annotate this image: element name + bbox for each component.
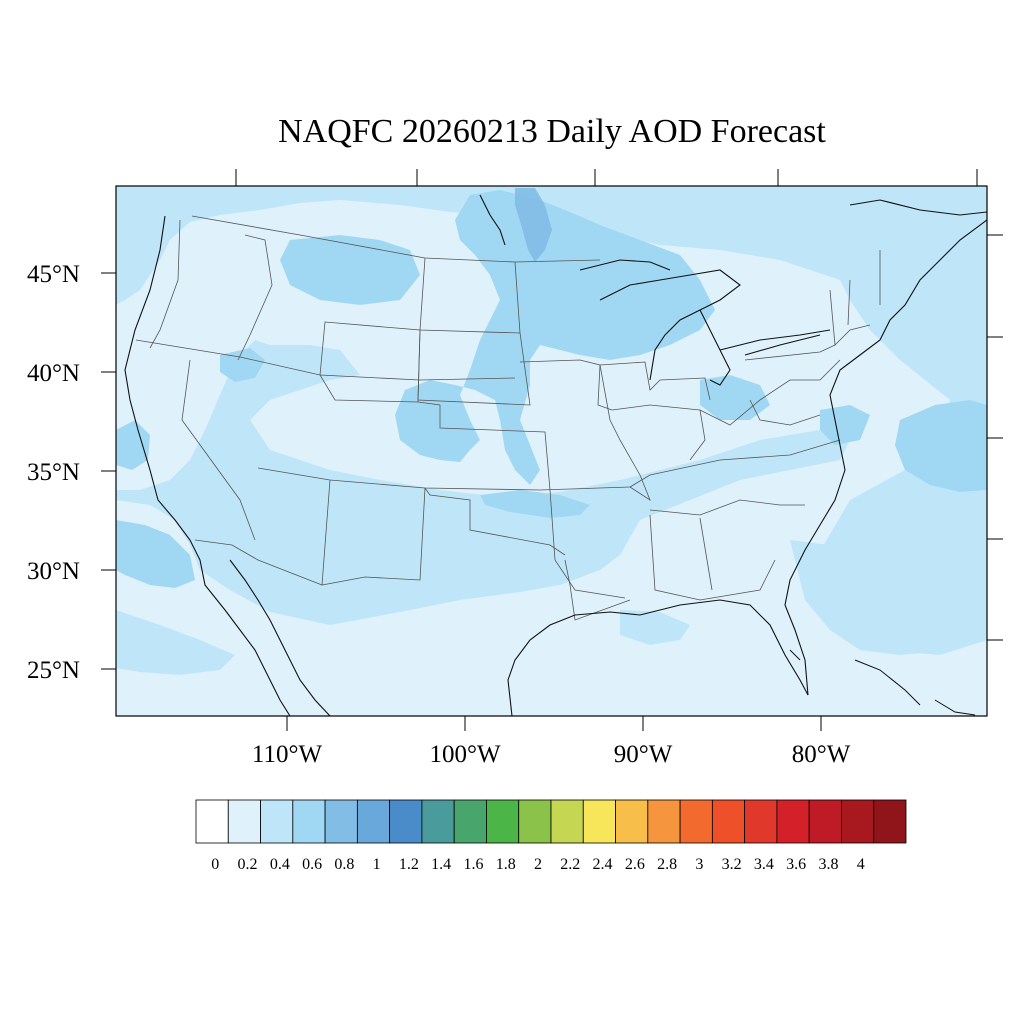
right-ticks bbox=[987, 234, 1003, 641]
colorbar-label: 0.4 bbox=[270, 856, 290, 873]
lat-label: 25°N bbox=[27, 657, 80, 684]
colorbar-label: 2.4 bbox=[593, 856, 613, 873]
lon-label: 110°W bbox=[252, 741, 323, 768]
colorbar-swatch bbox=[292, 799, 326, 844]
longitude-labels: 110°W 100°W 90°W 80°W bbox=[252, 741, 851, 768]
islands bbox=[789, 649, 976, 716]
colorbar-swatch bbox=[195, 799, 229, 844]
colorbar-label: 1 bbox=[373, 856, 381, 873]
colorbar-swatch bbox=[453, 799, 487, 844]
colorbar-label: 4 bbox=[857, 856, 865, 873]
colorbar-swatch bbox=[841, 799, 875, 844]
colorbar-label: 1.4 bbox=[431, 856, 451, 873]
lat-label: 35°N bbox=[27, 459, 80, 486]
colorbar-label: 3 bbox=[695, 856, 703, 873]
colorbar-label: 3.4 bbox=[754, 856, 774, 873]
colorbar-swatch bbox=[260, 799, 294, 844]
lat-label: 45°N bbox=[27, 261, 80, 288]
colorbar-swatch bbox=[776, 799, 810, 844]
colorbar bbox=[195, 799, 907, 844]
map-title: NAQFC 20260213 Daily AOD Forecast bbox=[278, 113, 826, 150]
lon-label: 90°W bbox=[614, 741, 673, 768]
colorbar-label: 1.6 bbox=[463, 856, 483, 873]
colorbar-swatch bbox=[227, 799, 261, 844]
bottom-ticks bbox=[286, 716, 822, 731]
colorbar-label: 1.2 bbox=[399, 856, 419, 873]
aod-contour-0-2-0-4 bbox=[116, 186, 987, 675]
map-frame bbox=[115, 185, 988, 717]
aod-contour-0-4-0-6 bbox=[116, 190, 987, 588]
colorbar-swatch bbox=[582, 799, 616, 844]
colorbar-swatch bbox=[711, 799, 746, 844]
map-panel bbox=[116, 186, 987, 716]
colorbar-label: 3.6 bbox=[786, 856, 806, 873]
coastlines bbox=[124, 194, 987, 716]
aod-contour-0-6-0-8 bbox=[515, 188, 552, 262]
colorbar-label: 2.2 bbox=[560, 856, 580, 873]
colorbar-label: 0.8 bbox=[334, 856, 354, 873]
colorbar-label: 1.8 bbox=[496, 856, 516, 873]
colorbar-labels: 0 0.2 0.4 0.6 0.8 1 1.2 1.4 1.6 1.8 2 2.2 2.4 2.6 2.8 3… bbox=[211, 856, 864, 873]
colorbar-swatch bbox=[873, 799, 907, 844]
colorbar-swatch bbox=[324, 799, 358, 844]
colorbar-swatch bbox=[389, 799, 423, 844]
colorbar-swatch bbox=[518, 799, 552, 844]
lat-label: 40°N bbox=[27, 360, 80, 387]
top-ticks bbox=[235, 169, 978, 186]
colorbar-swatch bbox=[486, 799, 520, 844]
colorbar-swatch bbox=[647, 799, 681, 844]
colorbar-label: 0.6 bbox=[302, 856, 322, 873]
latitude-labels: 45°N 40°N 35°N 30°N 25°N bbox=[27, 261, 80, 684]
lat-label: 30°N bbox=[27, 558, 80, 585]
colorbar-label: 3.2 bbox=[722, 856, 742, 873]
colorbar-swatch bbox=[679, 799, 713, 844]
colorbar-label: 2.6 bbox=[625, 856, 645, 873]
colorbar-swatch bbox=[550, 799, 584, 844]
colorbar-swatch bbox=[615, 799, 649, 844]
state-boundaries bbox=[135, 215, 881, 621]
colorbar-label: 0.2 bbox=[238, 856, 258, 873]
colorbar-label: 3.8 bbox=[818, 856, 838, 873]
left-ticks bbox=[101, 272, 116, 670]
colorbar-swatch bbox=[421, 799, 455, 844]
colorbar-swatch bbox=[808, 799, 842, 844]
colorbar-label: 0 bbox=[211, 856, 219, 873]
lon-label: 100°W bbox=[429, 741, 500, 768]
colorbar-label: 2 bbox=[534, 856, 542, 873]
lon-label: 80°W bbox=[792, 741, 851, 768]
colorbar-swatch bbox=[356, 799, 391, 844]
colorbar-label: 2.8 bbox=[657, 856, 677, 873]
colorbar-swatch bbox=[744, 799, 778, 844]
